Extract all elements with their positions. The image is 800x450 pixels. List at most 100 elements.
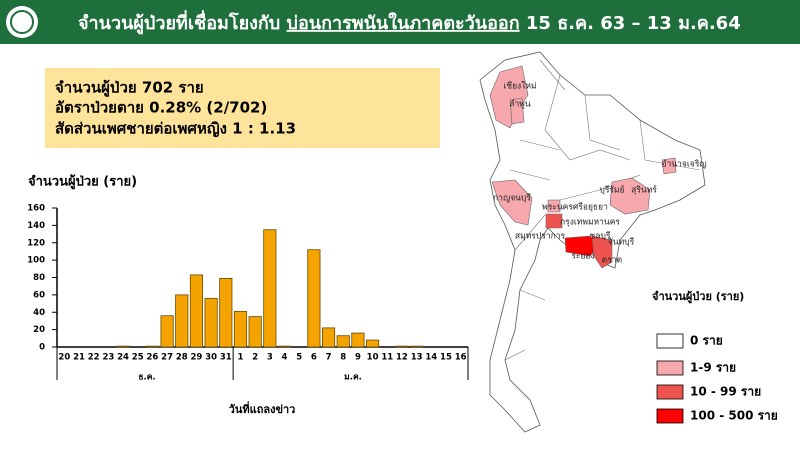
legend-label: 100 - 500 ราย — [690, 409, 778, 423]
x-tick-label: 22 — [88, 353, 100, 363]
month-label: ธ.ค. — [138, 373, 155, 383]
region-10-99 — [545, 213, 563, 229]
province-label: บุรีรัมย์ — [599, 185, 624, 196]
province-label: กาญจนบุรี — [493, 193, 531, 204]
province-label: จันทบุรี — [608, 237, 635, 248]
legend-label: 10 - 99 ราย — [690, 385, 761, 399]
bar — [116, 345, 130, 348]
logo-ring — [10, 10, 34, 34]
bar — [175, 294, 189, 348]
x-tick-label: 8 — [340, 353, 346, 363]
province-label: พระนครศรีอยุธยา — [542, 202, 608, 213]
bar — [395, 345, 409, 348]
x-tick-label: 4 — [282, 353, 288, 363]
region-1-9 — [491, 179, 533, 226]
x-tick-label: 3 — [267, 353, 273, 363]
map: เชียงใหม่ลำพูนกาญจนบุรีพระนครศรีอยุธยากร… — [479, 51, 707, 433]
summary-line: จำนวนผู้ป่วย 702 ราย — [55, 79, 204, 98]
x-tick-label: 30 — [205, 353, 217, 363]
month-label: ม.ค. — [344, 373, 362, 383]
y-tick-label: 100 — [27, 256, 45, 266]
x-tick-label: 14 — [425, 353, 437, 363]
title-part: 15 ธ.ค. 63 – 13 ม.ค.64 — [526, 13, 741, 34]
title: จำนวนผู้ป่วยที่เชื่อมโยงกับ บ่อนการพนันใ… — [78, 10, 741, 35]
x-tick-label: 5 — [296, 353, 302, 363]
y-tick-label: 80 — [33, 273, 45, 283]
x-tick-label: 28 — [176, 353, 188, 363]
summary-box — [45, 68, 440, 148]
province-label: ระยอง — [571, 252, 594, 262]
summary-line: อัตราป่วยตาย 0.28% (2/702) — [55, 99, 267, 117]
header-bar — [0, 0, 800, 44]
x-tick-label: 2 — [252, 353, 258, 363]
x-tick-label: 15 — [440, 353, 452, 363]
legend-swatch — [656, 408, 684, 424]
x-tick-label: 31 — [220, 353, 232, 363]
bar — [410, 345, 424, 348]
x-tick-label: 20 — [58, 353, 70, 363]
legend-label: 1-9 ราย — [690, 361, 736, 375]
y-tick-label: 120 — [27, 238, 45, 248]
x-axis-label: วันที่แถลงข่าว — [229, 401, 296, 416]
legend-swatch — [656, 384, 684, 400]
x-tick-label: 11 — [381, 353, 393, 363]
bar — [263, 229, 277, 348]
region-1-9 — [547, 199, 561, 213]
title-part: จำนวนผู้ป่วยที่เชื่อมโยงกับ — [78, 10, 280, 35]
x-tick-label: 21 — [73, 353, 85, 363]
x-tick-label: 24 — [117, 353, 129, 363]
region-1-9 — [661, 157, 677, 175]
bar — [336, 335, 350, 348]
region-1-9 — [609, 177, 651, 215]
x-tick-label: 23 — [102, 353, 114, 363]
province-label: เชียงใหม่ — [503, 81, 536, 92]
province-label: กรุงเทพมหานคร — [560, 218, 620, 228]
legend: 0 ราย 1-9 ราย 10 - 99 ราย 100 - 500 ราย — [656, 333, 778, 424]
x-tick-label: 7 — [326, 353, 332, 363]
province-label: สุรินทร์ — [631, 185, 657, 196]
summary-line: สัดส่วนเพศชายต่อเพศหญิง 1 : 1.13 — [55, 120, 296, 138]
province-label: ชลบุรี — [590, 231, 611, 242]
legend-title: จำนวนผู้ป่วย (ราย) — [652, 290, 744, 304]
province-label: ตราด — [602, 256, 622, 266]
bar — [277, 345, 292, 348]
bar — [307, 249, 321, 348]
bar — [321, 327, 336, 348]
province-label: ลำพูน — [509, 100, 531, 110]
legend-swatch — [656, 333, 684, 349]
x-tick-label: 13 — [411, 353, 423, 363]
bar — [145, 345, 159, 348]
y-tick-label: 60 — [33, 290, 45, 300]
region-1-9 — [509, 97, 525, 125]
bar — [248, 316, 262, 348]
legend-swatch — [656, 360, 684, 376]
y-tick-label: 160 — [27, 204, 45, 214]
bar — [366, 339, 380, 348]
bar — [233, 310, 248, 348]
region-10-99 — [591, 235, 613, 269]
bar — [204, 297, 218, 348]
x-tick-label: 26 — [146, 353, 158, 363]
province-borders — [504, 59, 701, 361]
x-tick-label: 27 — [161, 353, 173, 363]
x-tick-label: 6 — [311, 353, 317, 363]
bar — [351, 332, 365, 348]
x-tick-label: 10 — [367, 353, 379, 363]
x-tick-label: 16 — [455, 353, 467, 363]
province-label: อำนาจเจริญ — [661, 160, 706, 170]
bar — [189, 274, 204, 348]
bar — [219, 277, 233, 348]
y-tick-label: 140 — [27, 221, 45, 231]
y-tick-label: 40 — [33, 308, 45, 318]
y-axis-label: จำนวนผู้ป่วย (ราย) — [28, 174, 137, 190]
title-part: บ่อนการพนันในภาคตะวันออก — [287, 12, 520, 34]
x-tick-label: 29 — [191, 353, 203, 363]
x-tick-label: 9 — [355, 353, 361, 363]
bar — [160, 315, 174, 348]
x-tick-label: 1 — [238, 353, 244, 363]
x-tick-label: 12 — [396, 353, 408, 363]
y-tick-label: 0 — [39, 343, 45, 353]
province-label: สมุทรปราการ — [515, 232, 566, 242]
